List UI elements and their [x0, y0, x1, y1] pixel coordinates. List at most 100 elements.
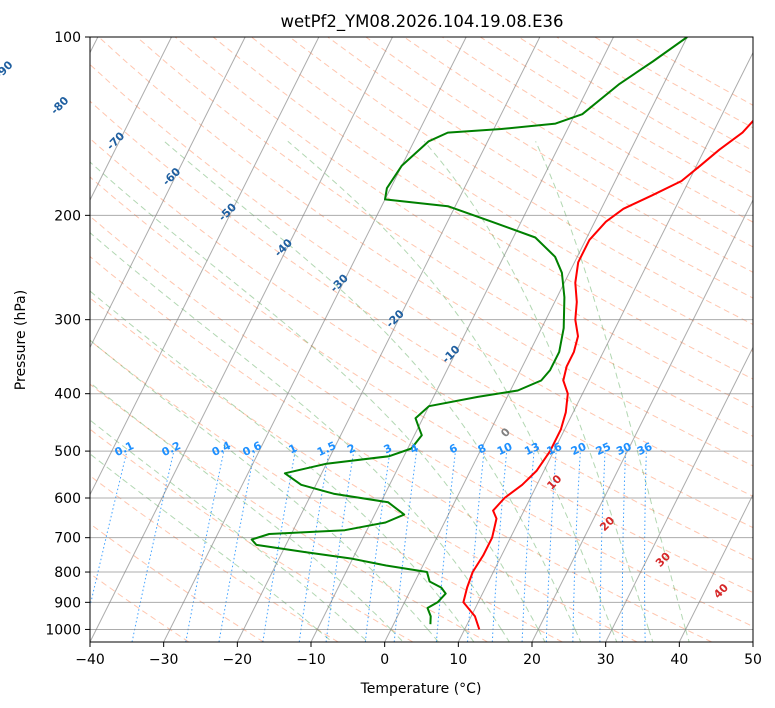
mixing-ratio-label: 20 — [569, 440, 589, 458]
mixing-ratio-line — [364, 451, 391, 642]
moist-adiabat-line — [537, 629, 546, 642]
mixing-ratio-line — [325, 451, 355, 642]
y-tick-label: 1000 — [45, 622, 81, 638]
y-tick-label: 100 — [54, 30, 81, 46]
mixing-ratio-label: 2 — [345, 442, 357, 457]
isotherm-line — [90, 37, 320, 496]
dry-adiabat-label: 40 — [711, 581, 731, 601]
mixing-ratio-line — [599, 451, 606, 642]
isotherm-line — [605, 346, 753, 642]
mixing-ratio-label: 0.4 — [210, 439, 233, 459]
mixing-ratio-line — [90, 450, 128, 609]
isotherm-line — [236, 37, 541, 642]
dry-adiabat-line — [98, 37, 753, 467]
x-tick-label: −20 — [223, 652, 253, 668]
dry-adiabat-line — [556, 37, 753, 152]
y-tick-label: 800 — [54, 565, 81, 581]
dry-adiabat-line — [90, 475, 339, 642]
moist-adiabat-line — [685, 629, 690, 642]
isotherm-line — [678, 493, 753, 642]
x-tick-label: −10 — [296, 652, 326, 668]
dry-adiabat-line — [327, 37, 753, 299]
mixing-ratio-line — [467, 451, 485, 642]
mixing-ratio-label: 0.6 — [241, 439, 264, 459]
background-lines — [90, 37, 753, 642]
y-ticks: 100 200 300 400 500 600 700 800 900 1000 — [45, 30, 90, 638]
dry-adiabat-label: 10 — [544, 472, 564, 492]
plot-frame — [89, 36, 754, 643]
dry-adiabat-line — [90, 339, 563, 642]
dry-adiabat-line — [90, 63, 753, 497]
dry-adiabat-line — [90, 572, 190, 642]
isotherm-line — [384, 37, 688, 642]
x-axis-label: Temperature (°C) — [360, 681, 482, 697]
mixing-ratio-label: 4 — [408, 441, 421, 456]
mixing-ratio-line — [131, 450, 175, 642]
moist-adiabat-line — [90, 339, 429, 630]
dry-adiabat-label: 20 — [597, 514, 617, 534]
dry-adiabat-label: 0 — [498, 425, 513, 440]
mixing-ratio-line — [491, 451, 508, 642]
moist-adiabat-line — [90, 453, 318, 630]
mixing-ratio-label: 25 — [594, 440, 613, 458]
moist-adiabat-line — [423, 140, 650, 630]
dry-adiabat-line — [365, 37, 753, 273]
moist-adiabat-line — [90, 290, 465, 630]
moist-adiabat-line — [648, 629, 654, 642]
isotherm-line — [90, 37, 393, 642]
dry-adiabat-line — [136, 37, 753, 437]
dry-adiabat-line — [90, 428, 414, 642]
moist-adiabat-line — [464, 629, 475, 642]
x-ticks: −40 −30 −20 −10 0 10 20 30 40 50 — [75, 642, 762, 668]
y-tick-label: 400 — [54, 387, 81, 403]
x-tick-label: −30 — [149, 652, 179, 668]
dry-adiabat-line — [90, 297, 638, 642]
y-tick-label: 500 — [54, 444, 81, 460]
mixing-ratio-label: 16 — [545, 440, 565, 458]
mixing-ratio-label: 0.2 — [160, 439, 183, 459]
mixing-ratio-label: 13 — [522, 440, 541, 458]
y-tick-label: 200 — [54, 208, 81, 224]
isotherm-line — [752, 640, 753, 642]
isotherm-line — [90, 37, 246, 349]
mixing-ratio-label: 36 — [635, 440, 655, 458]
x-tick-label: 50 — [744, 652, 762, 668]
mixing-ratio-line — [393, 451, 418, 642]
y-tick-label: 900 — [54, 595, 81, 611]
grid — [90, 37, 753, 642]
moist-adiabat-line — [353, 629, 369, 642]
mixing-ratio-label: 6 — [447, 441, 460, 456]
dry-adiabat-line — [632, 37, 753, 106]
moist-adiabat-line — [287, 140, 613, 630]
moist-adiabat-line — [163, 140, 576, 630]
series-line-0 — [462, 119, 753, 630]
moist-adiabat-line — [535, 141, 687, 630]
mixing-ratio-line — [435, 451, 456, 642]
moist-adiabat-line — [90, 232, 502, 630]
isotherm-line — [457, 51, 753, 642]
series-group — [250, 37, 753, 630]
dry-adiabat-line — [90, 523, 264, 642]
isotherm-line — [531, 198, 753, 642]
moist-adiabat-line — [90, 419, 355, 630]
x-tick-label: 10 — [449, 652, 467, 668]
line-labels: 0.10.20.40.611.52346810131620253036-100-… — [0, 58, 731, 601]
chart-title: wetPf2_YM08.2026.104.19.08.E36 — [280, 12, 563, 32]
mixing-ratio-label: 1.5 — [315, 439, 338, 459]
moist-adiabat-line — [500, 629, 510, 642]
isotherm-line — [310, 37, 614, 642]
mixing-ratio-label: 8 — [476, 442, 488, 457]
dry-adiabat-line — [90, 176, 753, 594]
mixing-ratio-line — [298, 451, 330, 642]
x-tick-label: 30 — [597, 652, 615, 668]
y-tick-label: 700 — [54, 531, 81, 547]
isotherm-line — [163, 37, 467, 642]
x-tick-label: 0 — [380, 652, 389, 668]
mixing-ratio-line — [218, 451, 256, 642]
series-line-1 — [250, 37, 688, 625]
y-tick-label: 300 — [54, 313, 81, 329]
dry-adiabat-line — [403, 37, 753, 248]
isotherm-line — [90, 37, 172, 202]
y-tick-label: 600 — [54, 491, 81, 507]
